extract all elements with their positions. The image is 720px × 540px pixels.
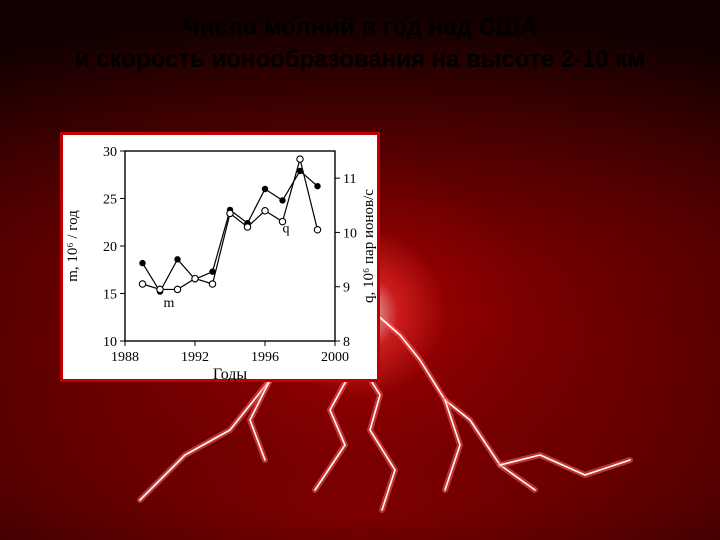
marker-m	[279, 197, 285, 203]
title-line-1: Число молний в год над США	[0, 12, 720, 44]
marker-q	[139, 281, 145, 287]
chart-panel: 1988 1992 1996 2000 Годы 10 15 20 25 30 m, 10⁶ / г…	[60, 132, 380, 382]
marker-m	[139, 260, 145, 266]
y-right-tick-label: 8	[343, 335, 350, 350]
y-left-tick-label: 15	[103, 288, 117, 303]
page-title: Число молний в год над США и скорость ио…	[0, 12, 720, 77]
y-left-axis-label: m, 10⁶ / год	[65, 210, 81, 282]
series-label-q: q	[283, 221, 290, 236]
marker-m	[314, 183, 320, 189]
y-right-axis-label: q, 10⁶ пар ионов/с	[361, 189, 377, 303]
marker-q	[157, 286, 163, 292]
x-tick-label: 1996	[251, 350, 279, 365]
chart-svg: 1988 1992 1996 2000 Годы 10 15 20 25 30 m, 10⁶ / г…	[63, 135, 383, 385]
x-tick-label: 1992	[181, 350, 209, 365]
marker-q	[244, 224, 250, 230]
plot-frame	[125, 151, 335, 341]
x-tick-label: 2000	[321, 350, 349, 365]
y-left-tick-label: 25	[103, 193, 117, 208]
y-left-tick-label: 30	[103, 145, 117, 160]
marker-q	[209, 281, 215, 287]
marker-m	[174, 256, 180, 262]
y-right-tick-label: 9	[343, 281, 350, 296]
y-left-tick-label: 20	[103, 240, 117, 255]
y-right-tick-label: 11	[343, 172, 356, 187]
y-left-tick-label: 10	[103, 335, 117, 350]
series-label-m: m	[164, 296, 175, 311]
series-line-q	[143, 159, 318, 289]
marker-q	[174, 286, 180, 292]
marker-q	[192, 275, 198, 281]
marker-q	[297, 156, 303, 162]
marker-m	[262, 186, 268, 192]
y-right-tick-label: 10	[343, 226, 357, 241]
marker-q	[262, 208, 268, 214]
x-tick-label: 1988	[111, 350, 139, 365]
marker-q	[227, 210, 233, 216]
marker-q	[314, 227, 320, 233]
title-line-2: и скорость ионообразования на высоте 2-1…	[0, 44, 720, 76]
x-axis-label: Годы	[213, 366, 248, 383]
